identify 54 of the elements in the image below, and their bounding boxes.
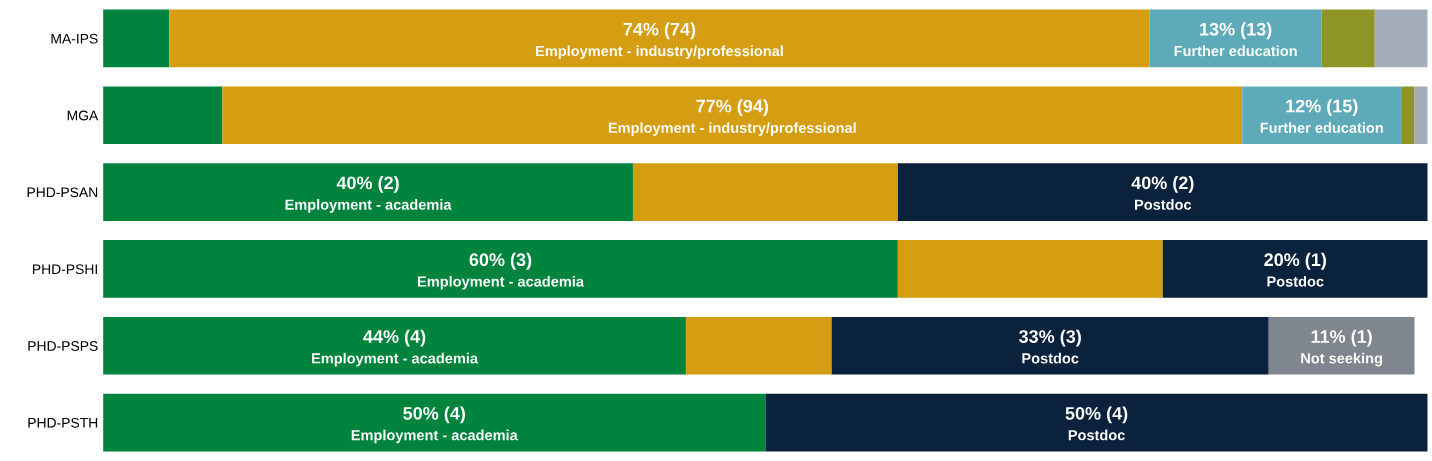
data-label: 50% (4) — [1065, 406, 1128, 424]
data-label: 40% (2) — [336, 175, 399, 193]
bar — [103, 9, 170, 68]
bar — [169, 9, 1150, 68]
text: Postdoc — [1068, 429, 1125, 441]
text: Further education — [1174, 45, 1297, 57]
series-label: Employment - academia — [312, 352, 479, 367]
bar — [103, 163, 633, 221]
bar — [103, 393, 766, 452]
y-tick-label: MA-IPS — [51, 33, 98, 44]
text: Postdoc — [1022, 352, 1079, 364]
bar — [222, 86, 1243, 145]
bar — [103, 86, 223, 145]
bar — [1401, 86, 1415, 145]
series-label: Further education — [1260, 122, 1383, 133]
text: Employment - academia — [417, 275, 585, 290]
text: Employment - academia — [351, 429, 518, 444]
data-label: 13% (13) — [1200, 22, 1272, 40]
series-label: Not seeking — [1301, 352, 1382, 367]
y-tick-label: PHD-PSPS — [28, 341, 98, 351]
bar — [1321, 9, 1375, 68]
y-tick-label: PHD-PSTH — [28, 417, 98, 428]
series-label: Postdoc — [1135, 199, 1192, 210]
data-label: 11% (1) — [1311, 329, 1372, 347]
bar — [1162, 240, 1428, 298]
bar — [765, 393, 1428, 452]
bar — [897, 240, 1163, 298]
y-tick-label: PHD-PSAN — [27, 187, 98, 198]
data-label: 44% (4) — [363, 329, 426, 347]
text: Employment - industry/professional — [536, 45, 783, 60]
text: Postdoc — [1267, 275, 1324, 287]
data-label: 60% (3) — [469, 252, 532, 270]
bar — [632, 163, 898, 221]
bar — [103, 316, 686, 375]
bar — [897, 163, 1428, 221]
y-tick-label: PHD-PSHI — [33, 264, 97, 275]
y-tick-label: MGA — [67, 110, 99, 121]
data-label: 77% (94) — [696, 99, 769, 116]
bar — [1242, 86, 1402, 145]
data-label: 33% (3) — [1019, 329, 1081, 347]
data-label: 74% (74) — [623, 22, 696, 40]
bar — [831, 316, 1269, 375]
bar — [1414, 86, 1428, 145]
bar — [685, 316, 832, 375]
data-label: 40% (2) — [1131, 175, 1194, 193]
series-label: Employment - industry/professional — [608, 122, 856, 136]
bar — [1374, 9, 1428, 68]
data-label: 12% (15) — [1286, 99, 1358, 116]
bar — [1268, 316, 1415, 375]
bar — [1149, 9, 1322, 68]
data-label: 20% (1) — [1264, 252, 1326, 270]
text: Employment - academia — [285, 199, 452, 213]
data-label: 50% (4) — [403, 406, 465, 424]
bar — [103, 240, 898, 298]
